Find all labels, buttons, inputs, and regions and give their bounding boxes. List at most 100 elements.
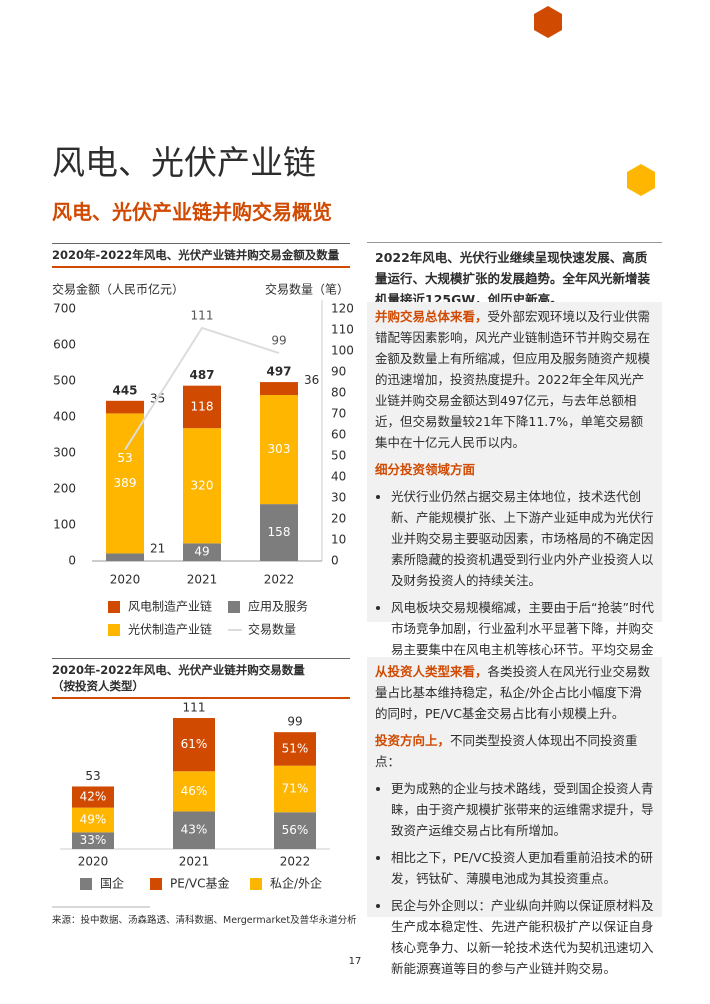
y2-tick-label: 20 (331, 512, 346, 526)
bar-label: 389 (114, 476, 137, 490)
bar-label: 158 (268, 525, 291, 539)
count-line (124, 326, 280, 451)
bar-segment (274, 732, 316, 766)
legend-label: 光伏制造产业链 (128, 622, 212, 637)
paragraph: 投资方向上，不同类型投资人体现出不同投资重点： (375, 730, 654, 772)
bullet: 更为成熟的企业与技术路线，受到国企投资人青睐，由于资产规模扩张带来的运维需求提升… (391, 778, 654, 841)
para-text: 各类投资人在风光行业交易数量占比基本维持稳定，私企/外企占比小幅度下滑的同时，P… (375, 664, 651, 721)
panel: 从投资人类型来看，各类投资人在风光行业交易数量占比基本维持稳定，私企/外企占比小… (367, 657, 662, 976)
bar-segment (173, 718, 215, 772)
page-number: 17 (348, 956, 362, 967)
x-tick-label: 2021 (179, 855, 210, 869)
legend-label: 风电制造产业链 (128, 599, 212, 614)
total-label: 487 (189, 368, 214, 382)
x-tick-label: 2022 (264, 573, 295, 587)
paragraph: 并购交易总体来看，受外部宏观环境以及行业供需错配等因素影响，风光产业链制造环节并… (375, 306, 654, 453)
bar-label: 118 (191, 399, 214, 413)
bar-label: 320 (191, 478, 214, 492)
legend-swatch (108, 601, 120, 613)
legend-label: 交易数量 (248, 622, 296, 637)
bar-segment (72, 807, 114, 833)
y-tick-label: 500 (53, 374, 76, 388)
bar-segment (274, 812, 316, 849)
chart-title: 2020年-2022年风电、光伏产业链并购交易金额及数量 (52, 243, 350, 268)
bar-segment (183, 385, 221, 429)
x-tick-label: 2022 (280, 855, 311, 869)
bar-label: 71% (282, 781, 309, 795)
source: 来源：投中数据、汤森路透、清科数据、Mergermarket及普华永道分析 (52, 915, 357, 926)
para-label: 投资方向上， (375, 733, 451, 748)
y-tick-label: 0 (68, 554, 76, 568)
bar-label: 33% (80, 833, 107, 847)
y-tick-label: 100 (53, 518, 76, 532)
para-text: 受外部宏观环境以及行业供需错配等因素影响，风光产业链制造环节并购交易在金额及数量… (375, 309, 651, 450)
line-label: 99 (271, 334, 286, 348)
bar-segment (260, 382, 298, 396)
y-tick-label: 300 (53, 446, 76, 460)
bar-label: 303 (268, 442, 291, 456)
line-label: 111 (191, 308, 214, 322)
bar-segment (173, 811, 215, 849)
y-tick-label: 600 (53, 338, 76, 352)
y2-tick-label: 90 (331, 365, 346, 379)
legend-label: 应用及服务 (248, 599, 308, 614)
total-label: 497 (266, 365, 291, 379)
panel: 并购交易总体来看，受外部宏观环境以及行业供需错配等因素影响，风光产业链制造环节并… (367, 302, 662, 678)
line-label: 53 (117, 451, 132, 465)
y2-tick-label: 80 (331, 386, 346, 400)
legend-label: 私企/外企 (270, 876, 322, 891)
x-tick-label: 2020 (110, 573, 141, 587)
para-label: 从投资人类型来看， (375, 664, 488, 679)
bar-segment (72, 786, 114, 808)
y2-tick-label: 120 (331, 302, 354, 316)
total-label: 445 (112, 383, 137, 397)
legend-label: 国企 (100, 876, 124, 891)
bar-segment (72, 832, 114, 849)
bar-label: 61% (181, 737, 208, 751)
hexagon (534, 6, 562, 38)
bar-label: 49% (80, 812, 107, 826)
y2-tick-label: 110 (331, 323, 354, 337)
heading: 细分投资领域方面 (375, 462, 476, 477)
bullet: 民企与外企则以：产业纵向并购以保证原材料及生产成本稳定性、先进产能积极扩产以保证… (391, 895, 654, 979)
y2-tick-label: 100 (331, 344, 354, 358)
bar-segment (106, 413, 144, 554)
y2-tick-label: 0 (331, 554, 339, 568)
bar-segment (183, 543, 221, 561)
bar-segment (274, 765, 316, 813)
legend-swatch (150, 878, 162, 890)
bullets: 光伏行业仍然占据交易主体地位，技术迭代创新、产能规模扩张、上下游产业延申成为光伏… (375, 486, 654, 681)
legend-swatch (250, 878, 262, 890)
bar-label: 49 (194, 545, 209, 559)
bar-label: 46% (181, 784, 208, 798)
bar-label: 56% (282, 823, 309, 837)
bar-segment (106, 400, 144, 414)
legend-swatch (80, 878, 92, 890)
page-title: 风电、光伏产业链 (52, 143, 316, 182)
bar-segment (183, 428, 221, 544)
y2-tick-label: 70 (331, 407, 346, 421)
bar-segment (106, 553, 144, 561)
y-axis-label: 交易金额（人民币亿元） (52, 282, 184, 297)
legend-swatch (108, 624, 120, 636)
legend-label: PE/VC基金 (170, 876, 229, 891)
bar-label: 21 (150, 542, 165, 556)
page-subtitle: 风电、光伏产业链并购交易概览 (52, 200, 332, 224)
legend-swatch (228, 601, 240, 613)
y2-tick-label: 10 (331, 533, 346, 547)
total-label: 99 (287, 715, 302, 729)
y2-tick-label: 40 (331, 470, 346, 484)
bar-label: 51% (282, 741, 309, 755)
y2-tick-label: 60 (331, 428, 346, 442)
y-tick-label: 700 (53, 302, 76, 316)
bar-label: 42% (80, 790, 107, 804)
bullet: 相比之下，PE/VC投资人更加看重前沿技术的研发，钙钛矿、薄膜电池成为其投资重点… (391, 847, 654, 889)
bar-segment (260, 504, 298, 561)
y-tick-label: 200 (53, 482, 76, 496)
y-tick-label: 400 (53, 410, 76, 424)
total-label: 53 (85, 769, 100, 783)
bar-segment (260, 395, 298, 505)
x-tick-label: 2021 (187, 573, 218, 587)
